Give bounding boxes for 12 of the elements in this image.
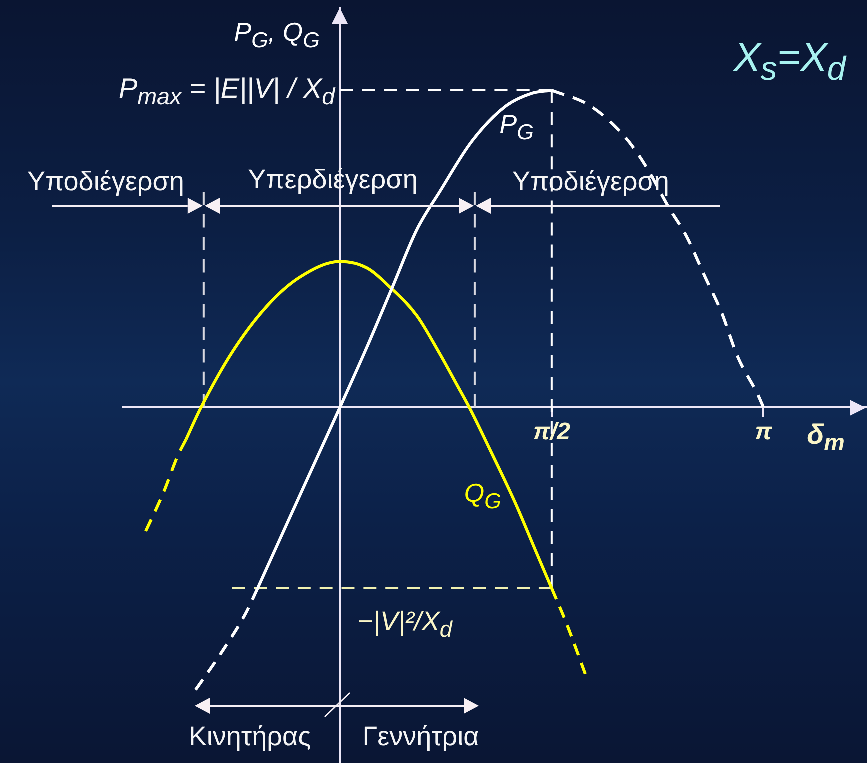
x-tick-label: π xyxy=(755,418,774,446)
text: Γεννήτρια xyxy=(362,722,480,752)
annotation: −|V|²/X$_{d}$ xyxy=(358,606,452,642)
x-tick-label: π/2 xyxy=(533,418,572,446)
x-axis-title: δ$_{m}$ xyxy=(807,418,845,456)
text: X$_{s}$=X$_{d}$ xyxy=(734,36,846,88)
annotation: P$_{max}$ = |E||V| / X$_{d}$ xyxy=(118,73,336,110)
annotation: Υποδιέγερση xyxy=(28,166,184,196)
series-label: Q$_{G}$ xyxy=(464,478,502,513)
y-axis-title: P$_{G}$, Q$_{G}$ xyxy=(234,17,320,52)
text: Κινητήρας xyxy=(188,722,312,752)
series-label: P$_{G}$ xyxy=(500,110,534,145)
